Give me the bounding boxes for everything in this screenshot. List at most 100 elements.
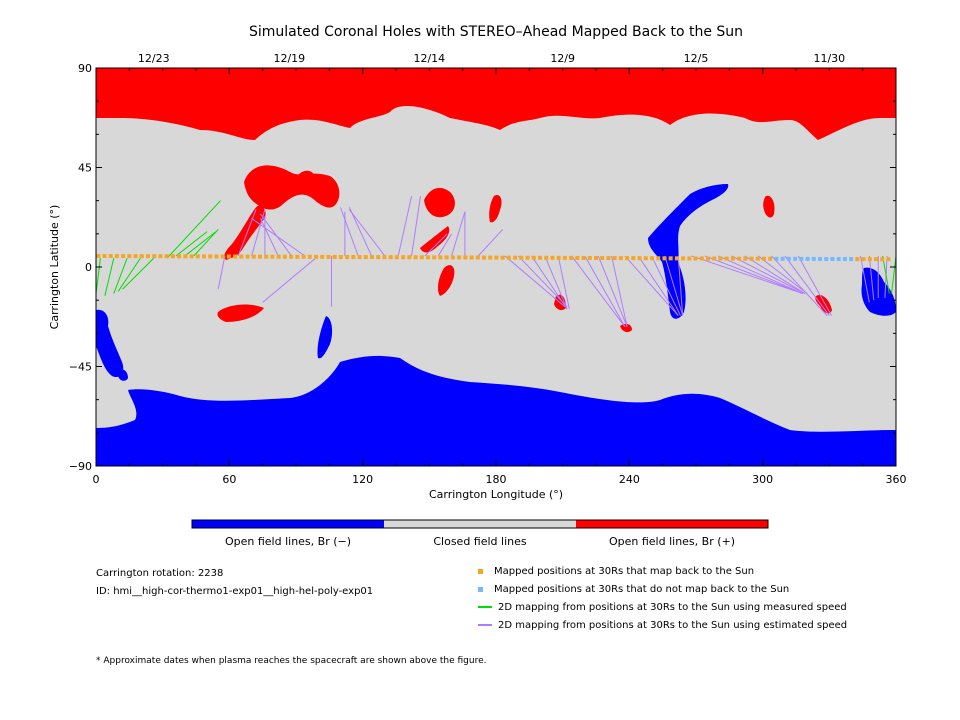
estimated-mapping-line: [859, 255, 870, 303]
measured-mapping-line: [882, 255, 890, 294]
mapped-point: [407, 255, 412, 260]
axis-ticks: 0 60 120 180 240 300 360 90 45 0 −45 −90: [69, 62, 907, 486]
estimated-mapping-line: [259, 218, 279, 257]
mapped-point: [631, 256, 636, 261]
measured-mapping-line: [891, 255, 896, 294]
estimated-mapping-line: [571, 255, 626, 328]
mapped-point: [861, 257, 866, 262]
measured-mapping-line: [184, 231, 217, 257]
mapped-point: [388, 255, 393, 260]
top-date-axis: 12/23 12/19 12/14 12/9 12/5 11/30: [138, 52, 845, 65]
mapped-point: [394, 255, 399, 260]
x-tick-label: 120: [352, 473, 373, 486]
mapped-point: [693, 256, 698, 261]
mapped-point: [307, 254, 312, 259]
mapped-point: [513, 255, 518, 260]
estimated-mapping-line: [251, 217, 306, 257]
mapped-point: [370, 255, 374, 260]
north-polar-hole: [96, 68, 896, 140]
unmapped-point: [780, 256, 785, 261]
estimated-mapping-line: [784, 255, 830, 316]
y-tick-label: 90: [78, 62, 92, 75]
estimated-mapping-line: [217, 255, 226, 290]
x-tick-label: 60: [222, 473, 236, 486]
mapped-point: [314, 254, 318, 259]
mapped-point: [706, 256, 710, 261]
positive-hole-small-5: [763, 195, 775, 218]
positive-hole-mid-3: [437, 265, 455, 296]
mapped-point: [251, 254, 256, 259]
legend-label-no-map-back: Mapped positions at 30Rs that do not map…: [494, 584, 790, 595]
negative-hole-far-east: [861, 267, 896, 316]
mapped-point: [768, 256, 773, 261]
mapped-point: [152, 254, 157, 259]
positive-hole-small-1: [489, 194, 502, 223]
estimated-mapping-line: [348, 207, 373, 257]
mapped-point: [612, 256, 617, 261]
unmapped-point: [830, 256, 835, 261]
x-tick-label: 180: [486, 473, 507, 486]
measured-mapping-line: [117, 257, 141, 292]
mapped-point: [239, 254, 244, 259]
mapped-point: [755, 256, 760, 261]
unmapped-point: [786, 256, 791, 261]
estimated-mapping-line: [517, 255, 568, 308]
mapped-point: [699, 256, 704, 261]
mapped-point: [133, 254, 138, 259]
positive-hole-mid-2: [420, 226, 450, 253]
north-hole-tail: [224, 205, 266, 260]
date-tick-label: 12/9: [550, 52, 575, 65]
estimated-mapping-line: [868, 255, 875, 301]
mapped-point: [674, 256, 679, 261]
estimated-mapping-line: [691, 255, 803, 295]
mapped-point: [662, 256, 667, 261]
mapped-point: [469, 255, 474, 260]
mapped-point: [886, 257, 891, 262]
mapped-point: [413, 255, 418, 260]
colorbar-segment: [576, 520, 768, 528]
negative-hole-small: [118, 369, 128, 381]
estimated-mapping-line: [771, 255, 828, 316]
mapped-point: [743, 256, 748, 261]
mapped-point: [538, 255, 542, 260]
date-tick-label: 12/23: [138, 52, 170, 65]
mapped-point: [880, 257, 885, 262]
mapped-point: [382, 255, 387, 260]
light-blue-dot-icon: [478, 586, 483, 592]
measured-mapping-line: [104, 258, 115, 296]
estimated-mapping-line: [397, 196, 413, 257]
estimated-mapping-line: [437, 233, 452, 257]
colorbar-label: Open field lines, Br (−): [225, 535, 351, 548]
mapped-point: [444, 255, 449, 260]
x-tick-label: 300: [752, 473, 773, 486]
mapped-point: [226, 254, 231, 259]
mapped-point: [121, 254, 126, 259]
green-line-icon: [478, 606, 492, 608]
mapped-point: [650, 256, 654, 261]
unmapped-point: [842, 257, 847, 262]
mapped-point: [376, 255, 381, 260]
chart-title: Simulated Coronal Holes with STEREO–Ahea…: [249, 24, 743, 40]
legend-item-no-map-back: Mapped positions at 30Rs that do not map…: [478, 584, 789, 598]
mapped-point: [488, 255, 493, 260]
mapped-point: [202, 254, 206, 259]
estimated-mapping-line: [731, 255, 806, 294]
mapped-point: [668, 256, 673, 261]
mapped-point: [183, 254, 188, 259]
orange-dot-icon: [478, 568, 483, 574]
estimated-mapping-line: [704, 255, 803, 295]
estimated-mapping-line: [411, 196, 421, 257]
mapped-point: [625, 256, 630, 261]
estimated-mapping-line: [718, 255, 803, 294]
mapped-point: [301, 254, 306, 259]
mapped-point: [569, 255, 574, 260]
mapped-point: [114, 254, 119, 259]
estimated-mapping-line: [637, 255, 679, 316]
unmapped-point: [774, 256, 779, 261]
x-tick-label: 0: [93, 473, 100, 486]
mapped-point: [737, 256, 742, 261]
mapped-point: [146, 254, 150, 259]
purple-line-icon: [478, 624, 492, 626]
mapped-point: [457, 255, 462, 260]
